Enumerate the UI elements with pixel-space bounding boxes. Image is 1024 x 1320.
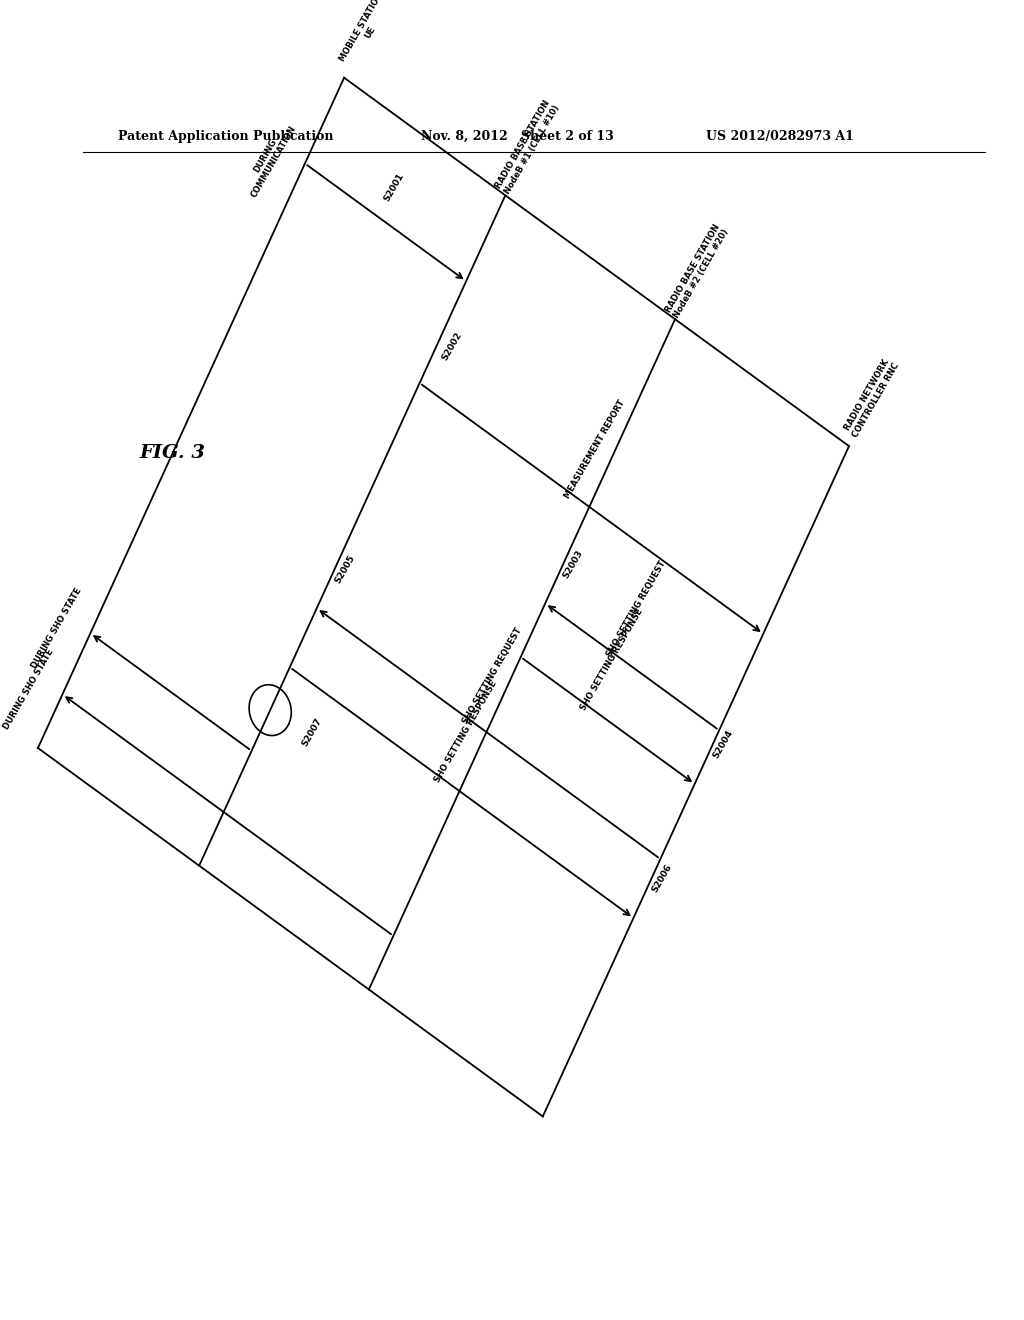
Text: MOBILE STATION
UE: MOBILE STATION UE <box>338 0 394 69</box>
Text: DURING SHO STATE: DURING SHO STATE <box>30 586 84 671</box>
Text: S2006: S2006 <box>650 863 674 894</box>
Text: S2001: S2001 <box>383 172 407 203</box>
Text: MEASUREMENT REPORT: MEASUREMENT REPORT <box>563 399 628 500</box>
Text: RADIO BASE STATION
NodeB #2 (CELL #20): RADIO BASE STATION NodeB #2 (CELL #20) <box>664 222 731 319</box>
Text: RADIO BASE STATION
NodeB #1 (CELL #10): RADIO BASE STATION NodeB #1 (CELL #10) <box>494 99 561 195</box>
Text: S2003: S2003 <box>562 548 585 579</box>
Text: US 2012/0282973 A1: US 2012/0282973 A1 <box>706 129 853 143</box>
Text: DURING
COMMUNICATION: DURING COMMUNICATION <box>241 119 298 198</box>
Text: S2002: S2002 <box>440 331 464 363</box>
Text: S2004: S2004 <box>711 729 734 760</box>
Text: SHO SETTING RESPONSE: SHO SETTING RESPONSE <box>579 607 644 711</box>
Text: Patent Application Publication: Patent Application Publication <box>118 129 333 143</box>
Text: S2005: S2005 <box>333 553 356 585</box>
Text: FIG. 3: FIG. 3 <box>139 444 205 462</box>
Text: SHO SETTING RESPONSE: SHO SETTING RESPONSE <box>432 678 499 784</box>
Text: SHO SETTING REQUEST: SHO SETTING REQUEST <box>605 558 668 659</box>
Text: DURING SHO STATE: DURING SHO STATE <box>2 648 55 731</box>
Text: S2007: S2007 <box>300 715 324 747</box>
Text: SHO SETTING REQUEST: SHO SETTING REQUEST <box>461 626 523 725</box>
Text: RADIO NETWORK
CONTROLLER RNC: RADIO NETWORK CONTROLLER RNC <box>842 356 900 440</box>
Text: Nov. 8, 2012   Sheet 2 of 13: Nov. 8, 2012 Sheet 2 of 13 <box>422 129 614 143</box>
